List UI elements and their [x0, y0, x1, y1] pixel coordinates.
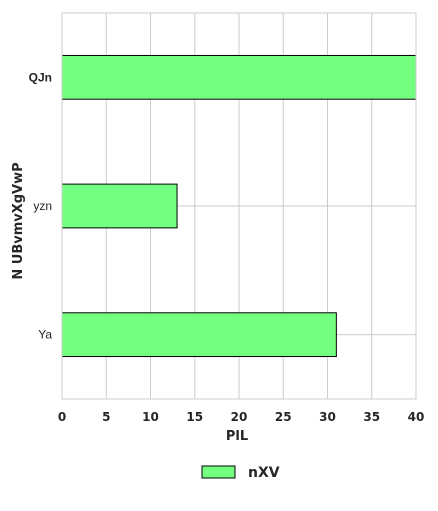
x-tick-label: 5 [102, 410, 110, 424]
x-axis-ticks: 0 5 10 15 20 25 30 35 40 [58, 410, 425, 424]
legend-swatch [201, 465, 236, 479]
bar-yzn [61, 183, 178, 229]
legend-label: nXV [248, 465, 280, 481]
bar-Ya [61, 312, 337, 358]
x-tick-label: 20 [231, 410, 248, 424]
x-axis-label: PlL [226, 429, 248, 444]
x-tick-label: 15 [186, 410, 203, 424]
plot-frame [61, 12, 417, 400]
x-tick-label: 30 [319, 410, 336, 424]
bar-QJn [61, 54, 417, 100]
y-axis-ticks: QJn yzn Ya [29, 70, 53, 341]
y-tick-label: QJn [29, 70, 52, 84]
bars [61, 54, 417, 358]
y-tick-label: Ya [38, 328, 52, 342]
x-tick-label: 35 [363, 410, 380, 424]
y-tick-label: yzn [33, 199, 52, 213]
x-tick-label: 10 [142, 410, 159, 424]
x-tick-label: 40 [408, 410, 425, 424]
x-tick-label: 0 [58, 410, 66, 424]
y-axis-label: N UBvmvXgVwP [11, 162, 26, 279]
x-tick-label: 25 [275, 410, 292, 424]
legend: nXV [201, 465, 280, 481]
